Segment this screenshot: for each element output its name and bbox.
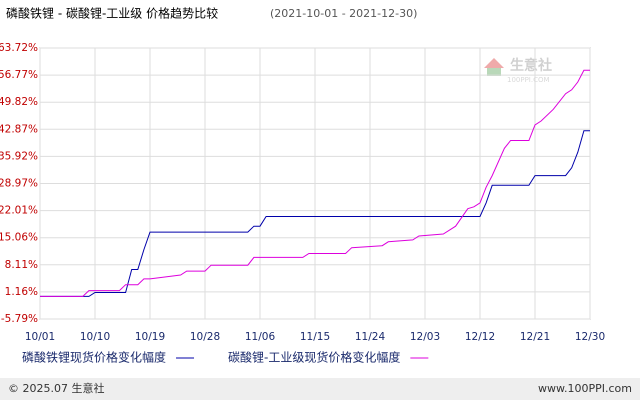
x-tick-label: 10/01 xyxy=(25,331,55,343)
watermark-url: 100PPI.COM xyxy=(507,76,550,84)
y-tick-label: 56.77% xyxy=(0,69,38,81)
footer-left: © 2025.07 生意社 xyxy=(8,381,104,395)
x-tick-label: 11/24 xyxy=(355,331,386,343)
series-line xyxy=(40,130,590,297)
y-tick-label: 63.72% xyxy=(0,42,38,54)
x-tick-label: 11/15 xyxy=(300,331,330,343)
x-tick-label: 10/19 xyxy=(135,331,165,343)
chart-title: 磷酸铁锂 - 碳酸锂-工业级 价格趋势比较 xyxy=(6,6,218,21)
y-tick-label: 8.11% xyxy=(5,259,38,271)
y-tick-label: 35.92% xyxy=(0,150,38,162)
y-tick-label: 42.87% xyxy=(0,123,38,135)
watermark: 生意社 100PPI.COM xyxy=(484,57,552,84)
footer-bar xyxy=(0,378,640,400)
x-tick-label: 12/12 xyxy=(465,331,495,343)
x-tick-label: 12/30 xyxy=(575,331,605,343)
x-tick-label: 10/10 xyxy=(80,331,110,343)
legend-label: 碳酸锂-工业级现货价格变化幅度 xyxy=(228,350,400,365)
watermark-icon xyxy=(487,68,501,76)
y-tick-label: 1.16% xyxy=(5,286,38,298)
x-tick-label: 11/06 xyxy=(245,331,276,343)
y-tick-label: 22.01% xyxy=(0,205,38,217)
watermark-icon xyxy=(484,58,504,68)
legend-label: 磷酸铁锂现货价格变化幅度 xyxy=(22,350,166,365)
x-tick-label: 12/21 xyxy=(520,331,550,343)
x-tick-label: 10/28 xyxy=(190,331,220,343)
chart-subtitle: (2021-10-01 - 2021-12-30) xyxy=(270,7,417,20)
x-tick-label: 12/03 xyxy=(410,331,440,343)
series-line xyxy=(40,69,590,297)
y-tick-label: -5.79% xyxy=(1,313,38,325)
y-tick-label: 15.06% xyxy=(0,232,38,244)
y-tick-label: 28.97% xyxy=(0,177,38,189)
watermark-text: 生意社 xyxy=(510,57,552,74)
footer-right: www.100PPI.com xyxy=(538,382,632,395)
y-tick-label: 49.82% xyxy=(0,96,38,108)
